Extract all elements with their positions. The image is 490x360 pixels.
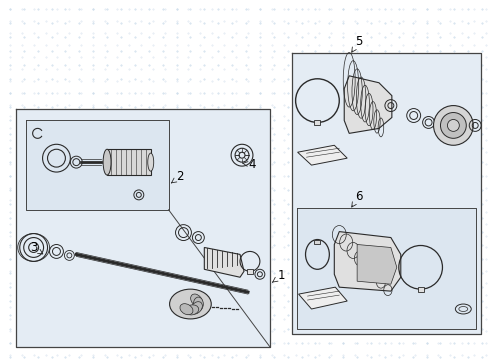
- Polygon shape: [344, 76, 392, 133]
- Polygon shape: [297, 145, 347, 165]
- Text: 4: 4: [243, 158, 255, 171]
- Bar: [417, 287, 424, 292]
- Text: 5: 5: [352, 35, 363, 52]
- Ellipse shape: [191, 302, 202, 314]
- Polygon shape: [298, 287, 347, 309]
- Ellipse shape: [180, 304, 193, 315]
- Polygon shape: [357, 244, 397, 284]
- Ellipse shape: [191, 294, 202, 306]
- Ellipse shape: [170, 289, 211, 319]
- Polygon shape: [334, 231, 401, 291]
- Bar: [16, 109, 270, 347]
- Bar: [296, 208, 476, 329]
- Bar: [315, 121, 320, 125]
- Ellipse shape: [148, 153, 154, 171]
- Text: 6: 6: [352, 190, 363, 207]
- Ellipse shape: [185, 305, 199, 315]
- Bar: [247, 269, 253, 274]
- Bar: [107, 149, 151, 175]
- Circle shape: [447, 120, 459, 131]
- Polygon shape: [16, 109, 270, 347]
- Circle shape: [434, 105, 473, 145]
- Bar: [292, 53, 481, 334]
- Text: 3: 3: [30, 242, 43, 255]
- Ellipse shape: [103, 149, 111, 175]
- Text: 2: 2: [172, 170, 184, 183]
- Polygon shape: [204, 247, 244, 277]
- Bar: [25, 121, 169, 210]
- Ellipse shape: [194, 297, 203, 311]
- Bar: [315, 239, 320, 244]
- Circle shape: [441, 113, 466, 138]
- Text: 1: 1: [272, 269, 285, 282]
